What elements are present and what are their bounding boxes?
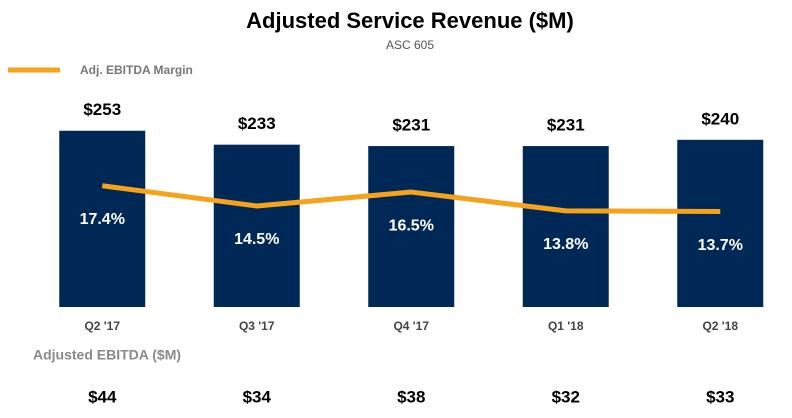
x-tick-label: Q2 '18 [702,319,738,333]
line-value-label: 13.8% [543,236,588,253]
line-value-label: 13.7% [698,237,743,254]
bar-value-label: $231 [392,116,430,135]
bar [213,144,300,307]
chart-subtitle: ASC 605 [386,38,434,52]
x-tick-label: Q3 '17 [239,319,275,333]
line [101,183,721,215]
table-value: $44 [88,387,117,406]
line-value-label: 17.4% [80,211,125,228]
table-value: $38 [397,387,425,406]
bar [368,146,455,307]
table-value: $32 [552,387,580,406]
bar-value-label: $240 [701,109,739,128]
bar-value-label: $233 [238,114,276,133]
x-tick-label: Q4 '17 [393,319,429,333]
x-tick-label: Q1 '18 [548,319,584,333]
x-tick-label: Q2 '17 [84,319,120,333]
bar-value-label: $231 [547,116,585,135]
line-value-label: 14.5% [234,231,279,248]
bar [59,130,146,307]
bar-value-label: $253 [83,100,121,119]
table-label: Adjusted EBITDA ($M) [33,347,181,363]
chart-title: Adjusted Service Revenue ($M) [246,8,574,33]
legend-label: Adj. EBITDA Margin [80,63,193,77]
table-value: $34 [243,387,272,406]
table-value: $33 [706,387,734,406]
bar [522,146,609,307]
line-value-label: 16.5% [389,217,434,234]
bar [677,139,764,307]
